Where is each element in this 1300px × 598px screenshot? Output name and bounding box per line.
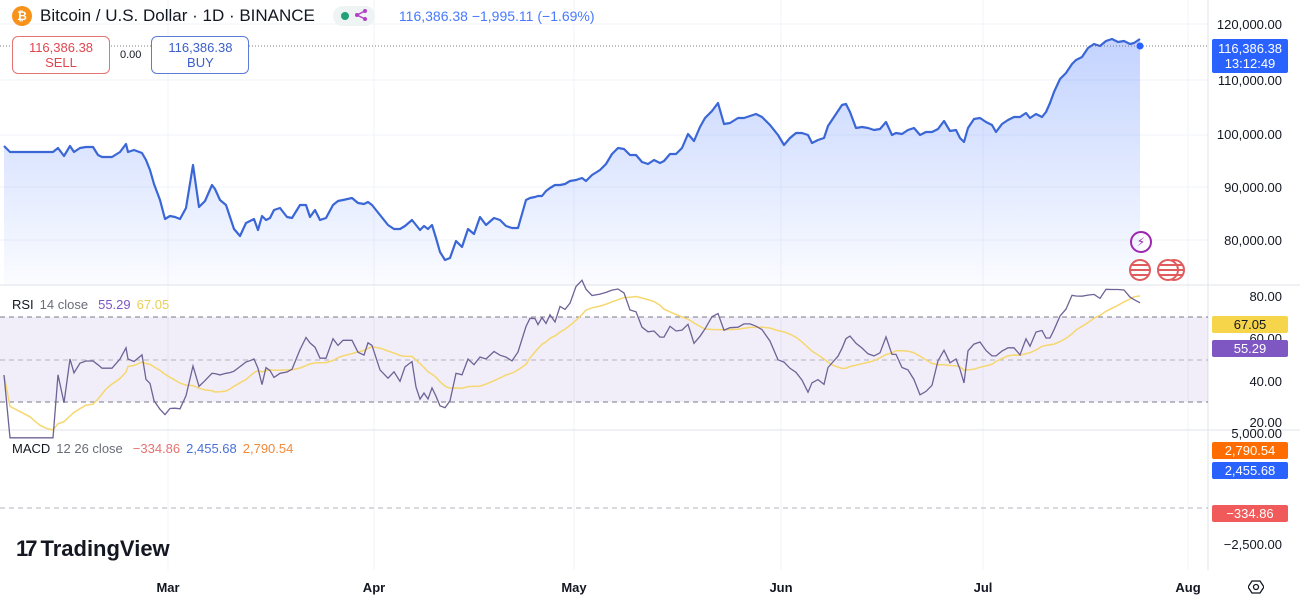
macd-name: MACD — [12, 441, 51, 456]
time-axis-label: Jun — [769, 580, 793, 595]
price-axis-tick: 120,000.00 — [1216, 17, 1282, 32]
price-axis-tick: 90,000.00 — [1224, 180, 1282, 195]
last-price-dot — [1136, 42, 1144, 50]
rsi-params: 14 close — [39, 297, 89, 312]
us-flag-event-icon[interactable] — [1129, 259, 1151, 281]
macd-axis-tick: −2,500.00 — [1223, 537, 1282, 552]
sell-price: 116,386.38 — [28, 40, 94, 55]
rsi-ma-tag: 67.05 — [1212, 316, 1288, 333]
macd-axis-tick: 5,000.00 — [1231, 426, 1282, 441]
time-axis-label: May — [561, 580, 587, 595]
rsi-ma-line — [3, 295, 1141, 431]
time-axis-label: Jul — [973, 580, 993, 595]
ohlc-quote: 116,386.38 −1,995.11 (−1.69%) — [399, 8, 595, 24]
price-area-fill — [4, 39, 1140, 285]
sell-button[interactable]: 116,386.38 SELL — [12, 36, 110, 74]
price-line[interactable] — [3, 37, 1141, 262]
chart-settings-icon[interactable] — [1248, 579, 1264, 595]
rsi-legend[interactable]: RSI 14 close 55.29 67.05 — [12, 297, 169, 312]
time-axis-label: Aug — [1175, 580, 1201, 595]
macd-legend[interactable]: MACD 12 26 close −334.86 2,455.68 2,790.… — [12, 441, 293, 456]
rsi-value-tag: 55.29 — [1212, 340, 1288, 357]
price-axis-tick: 110,000.00 — [1217, 73, 1282, 88]
symbol-header: ₿ Bitcoin / U.S. Dollar · 1D · BINANCE 1… — [12, 6, 595, 26]
macd-value-tag: 2,455.68 — [1212, 462, 1288, 479]
symbol-title[interactable]: Bitcoin / U.S. Dollar · 1D · BINANCE — [40, 6, 315, 25]
bitcoin-logo-icon: ₿ — [12, 6, 32, 26]
buy-label: BUY — [187, 55, 214, 70]
rsi-line — [3, 279, 1141, 439]
rsi-axis-tick: 20.00 — [1249, 415, 1282, 430]
bar-countdown: 13:12:49 — [1224, 56, 1276, 71]
price-axis-tick: 80,000.00 — [1224, 233, 1282, 248]
market-status-pill[interactable] — [332, 6, 375, 26]
rsi-axis-tick: 40.00 — [1249, 374, 1282, 389]
macd-hist-value: −334.86 — [132, 441, 181, 456]
rsi-ma-value: 67.05 — [136, 297, 170, 312]
tradingview-logo[interactable]: 17 TradingView — [16, 536, 170, 562]
share-icon — [354, 8, 367, 24]
tradingview-wordmark: TradingView — [40, 536, 170, 561]
current-price-value: 116,386.38 — [1217, 41, 1283, 56]
macd-hist-tag: −334.86 — [1212, 505, 1288, 522]
spread-value: 0.00 — [120, 49, 142, 61]
time-axis-label: Apr — [362, 580, 386, 595]
lightning-event-icon[interactable]: ⚡ — [1130, 231, 1152, 253]
time-axis-label: Mar — [156, 580, 180, 595]
price-change-value: −1,995.11 (−1.69%) — [471, 8, 595, 24]
market-open-dot-icon — [340, 12, 349, 20]
rsi-name: RSI — [12, 297, 34, 312]
rsi-axis-tick: 80.00 — [1249, 289, 1282, 304]
buy-price: 116,386.38 — [168, 40, 233, 55]
current-price-tag: 116,386.38 13:12:49 — [1212, 39, 1288, 73]
tradingview-mark-icon: 17 — [16, 536, 38, 561]
us-flag-event-icon[interactable] — [1157, 259, 1179, 281]
buy-button[interactable]: 116,386.38 BUY — [151, 36, 250, 74]
price-axis-tick: 100,000.00 — [1216, 127, 1282, 142]
macd-signal-tag: 2,790.54 — [1212, 442, 1288, 459]
macd-value: 2,455.68 — [186, 441, 237, 456]
trade-buttons: 116,386.38 SELL 0.00 116,386.38 BUY — [12, 36, 250, 74]
sell-label: SELL — [45, 55, 77, 70]
macd-params: 12 26 close — [56, 441, 123, 456]
rsi-value: 55.29 — [98, 297, 131, 312]
macd-signal-value: 2,790.54 — [242, 441, 294, 456]
last-price-value: 116,386.38 — [398, 8, 468, 24]
